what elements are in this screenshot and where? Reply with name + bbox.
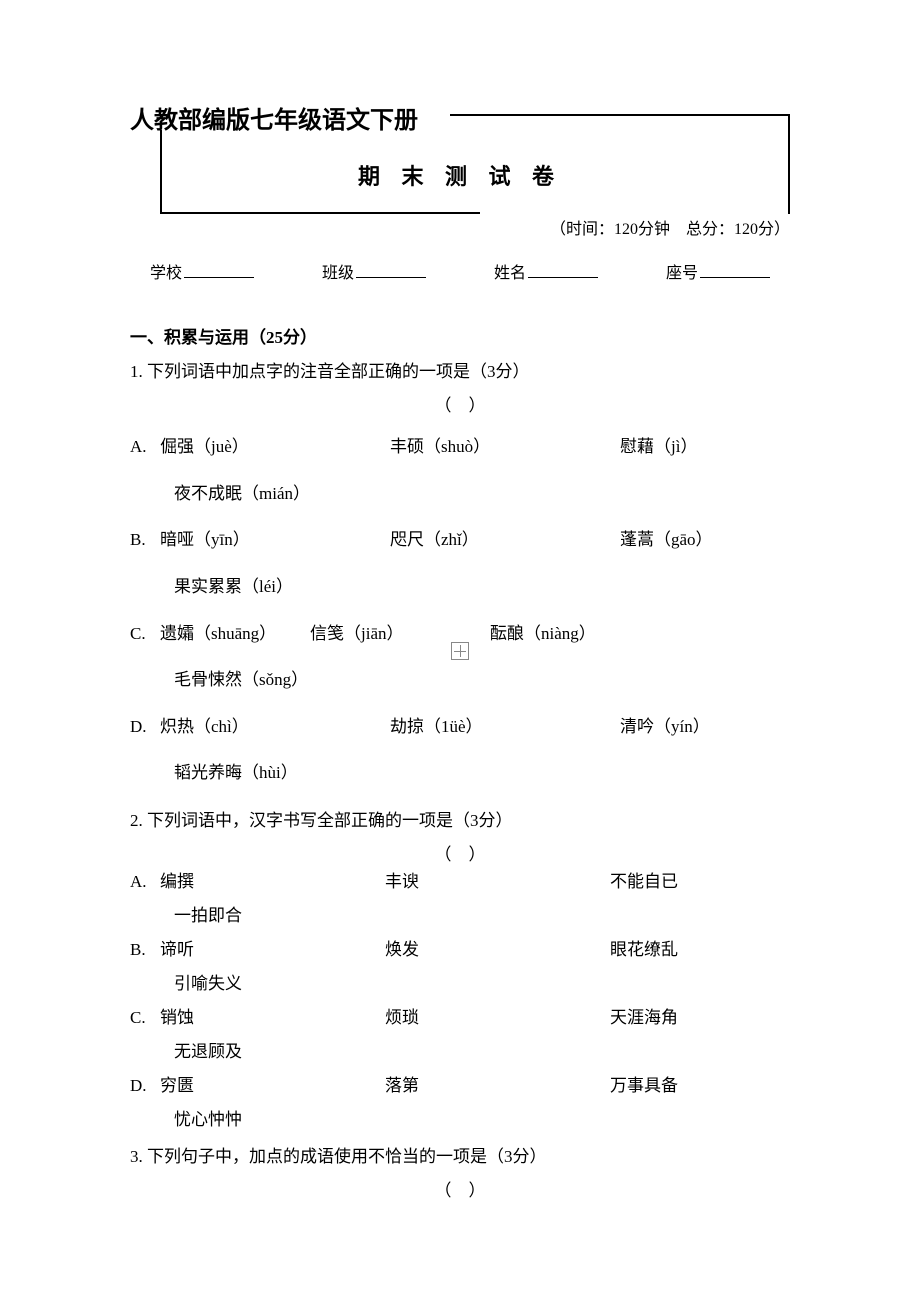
header-left-line [160,130,162,214]
q1-c-c1: 遗孀（shuāng） [160,619,310,650]
q1-b-c4: 果实累累（léi） [174,572,790,603]
q1-c-label: C. [130,619,160,650]
q2-d-label: D. [130,1069,160,1103]
exam-header: 人教部编版七年级语文下册 期 末 测 试 卷 （时间：120分钟 总分：120分… [130,100,790,283]
q2-d-c1: 穷匮 [160,1069,385,1103]
q2-b-c4: 引喻失义 [174,967,790,1001]
q1-d-c3: 清吟（yín） [620,712,790,743]
q1-d-c4: 韬光养晦（hùi） [174,758,790,789]
q2-option-a: A. 编撰 丰谀 不能自已 [130,865,790,899]
q1-b-c1: 暗哑（yīn） [160,525,390,556]
name-field: 姓名 [494,259,598,283]
q1-d-c2: 劫掠（1üè） [390,712,620,743]
q3-stem: 3. 下列句子中，加点的成语使用不恰当的一项是（3分） [130,1143,790,1170]
q2-answer-paren: （ ） [130,840,790,865]
seat-label: 座号 [666,259,698,283]
q1-a-c2: 丰硕（shuò） [390,432,620,463]
q2-option-d: D. 穷匮 落第 万事具备 [130,1069,790,1103]
q2-stem: 2. 下列词语中，汉字书写全部正确的一项是（3分） [130,807,790,834]
q1-answer-paren: （ ） [130,391,790,416]
q2-a-c1: 编撰 [160,865,385,899]
q2-d-c2: 落第 [385,1069,610,1103]
q1-a-label: A. [130,432,160,463]
q1-b-label: B. [130,525,160,556]
school-field: 学校 [150,259,254,283]
q2-option-b: B. 谛听 焕发 眼花缭乱 [130,933,790,967]
page-center-icon [451,642,469,660]
exam-title: 期 末 测 试 卷 [130,159,790,191]
class-field: 班级 [322,259,426,283]
student-info-row: 学校 班级 姓名 座号 [130,259,790,283]
q2-d-c3: 万事具备 [610,1069,790,1103]
q1-b-c3: 蓬蒿（gāo） [620,525,790,556]
school-blank[interactable] [184,277,254,278]
q1-a-c4: 夜不成眠（mián） [174,479,790,510]
q3-answer-paren: （ ） [130,1176,790,1201]
book-title: 人教部编版七年级语文下册 [130,100,790,135]
q1-b-c2: 咫尺（zhǐ） [390,525,620,556]
q2-c-c2: 烦琐 [385,1001,610,1035]
q2-b-c3: 眼花缭乱 [610,933,790,967]
header-bottom-line [160,212,480,214]
q1-c-c4: 毛骨悚然（sǒng） [174,665,790,696]
q1-d-c1: 炽热（chì） [160,712,390,743]
q2-c-c3: 天涯海角 [610,1001,790,1035]
q1-option-d: D. 炽热（chì） 劫掠（1üè） 清吟（yín） [130,712,790,743]
q1-stem: 1. 下列词语中加点字的注音全部正确的一项是（3分） [130,358,790,385]
q2-c-label: C. [130,1001,160,1035]
q2-c-c1: 销蚀 [160,1001,385,1035]
seat-field: 座号 [666,259,770,283]
q2-a-c2: 丰谀 [385,865,610,899]
q2-a-c4: 一拍即合 [174,899,790,933]
school-label: 学校 [150,259,182,283]
q1-option-a: A. 倔强（juè） 丰硕（shuò） 慰藉（jì） [130,432,790,463]
q1-a-c1: 倔强（juè） [160,432,390,463]
q2-d-c4: 忧心忡忡 [174,1103,790,1137]
q1-a-c3: 慰藉（jì） [620,432,790,463]
class-label: 班级 [322,259,354,283]
q1-option-b: B. 暗哑（yīn） 咫尺（zhǐ） 蓬蒿（gāo） [130,525,790,556]
q1-d-label: D. [130,712,160,743]
section-1-heading: 一、积累与运用（25分） [130,323,790,348]
class-blank[interactable] [356,277,426,278]
q2-a-label: A. [130,865,160,899]
seat-blank[interactable] [700,277,770,278]
exam-time-score: （时间：120分钟 总分：120分） [130,215,790,239]
q2-b-c2: 焕发 [385,933,610,967]
name-blank[interactable] [528,277,598,278]
q2-b-label: B. [130,933,160,967]
q2-c-c4: 无退顾及 [174,1035,790,1069]
q2-option-c: C. 销蚀 烦琐 天涯海角 [130,1001,790,1035]
q2-b-c1: 谛听 [160,933,385,967]
name-label: 姓名 [494,259,526,283]
q2-a-c3: 不能自已 [610,865,790,899]
q1-c-c3: 酝酿（niàng） [490,619,790,650]
